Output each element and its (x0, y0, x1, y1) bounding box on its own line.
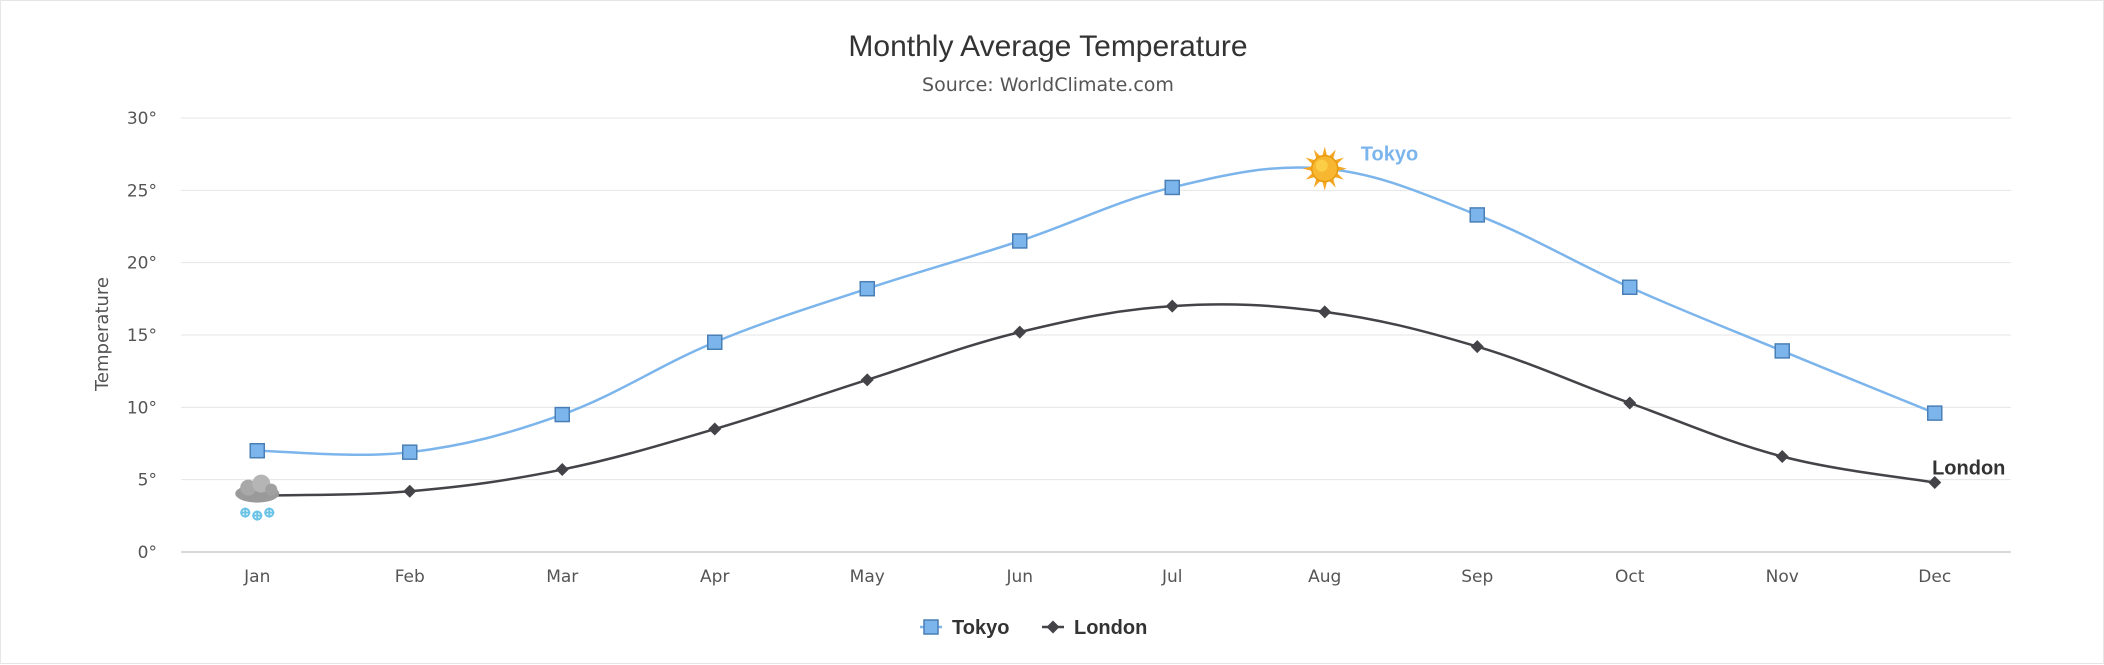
x-tick-label: Jul (1161, 567, 1183, 587)
series-london: London (235, 299, 2005, 521)
data-point-london[interactable] (403, 484, 417, 498)
x-tick-label: Nov (1766, 567, 1799, 587)
data-point-tokyo[interactable] (1012, 233, 1028, 249)
legend[interactable]: Tokyo London (920, 617, 1147, 639)
data-point-tokyo[interactable] (249, 442, 265, 459)
legend-marker-tokyo (923, 619, 939, 635)
data-point-london[interactable] (1775, 450, 1789, 464)
data-point-tokyo[interactable] (1927, 405, 1943, 421)
x-tick-label: Oct (1615, 567, 1645, 587)
x-tick-label: Apr (700, 567, 729, 587)
y-tick-label: 30° (127, 109, 157, 129)
ticks-layer: 0° 5° 10° 15° 20° 25° 30° Jan Feb Mar Apr May Jun Jul… (127, 109, 1951, 587)
data-point-tokyo[interactable] (1469, 207, 1485, 223)
series-tokyo: Tokyo (249, 144, 1943, 460)
series-line-tokyo (257, 166, 1936, 457)
data-point-london[interactable] (555, 463, 569, 477)
data-point-london[interactable] (1013, 325, 1027, 339)
data-point-tokyo[interactable] (554, 406, 570, 423)
series-label-tokyo: Tokyo (1361, 144, 1418, 166)
data-point-tokyo[interactable] (707, 334, 723, 350)
legend-item-london[interactable]: London (1042, 617, 1147, 639)
legend-label-tokyo: Tokyo (952, 617, 1009, 639)
data-point-tokyo[interactable] (1774, 343, 1790, 359)
x-tick-label: Mar (546, 567, 578, 587)
legend-item-tokyo[interactable]: Tokyo (920, 617, 1009, 639)
series-label-london: London (1932, 458, 2005, 480)
data-point-tokyo[interactable] (402, 444, 418, 460)
data-point-london[interactable] (1470, 340, 1484, 354)
x-tick-label: Aug (1308, 567, 1341, 587)
data-point-london[interactable] (708, 422, 722, 436)
data-point-tokyo[interactable] (1622, 279, 1638, 296)
legend-marker-london (1046, 620, 1060, 634)
data-point-london[interactable] (1928, 476, 1942, 490)
series-line-london (257, 303, 1935, 497)
y-tick-label: 25° (127, 181, 157, 201)
data-point-london[interactable] (860, 373, 874, 387)
snow-cloud-icon (235, 474, 280, 521)
y-tick-label: 5° (138, 471, 157, 491)
y-tick-label: 10° (127, 398, 157, 418)
grid-layer (181, 117, 2011, 553)
y-tick-label: 20° (127, 254, 157, 274)
x-tick-label: Jan (243, 567, 270, 587)
data-point-london[interactable] (1165, 299, 1179, 313)
data-point-tokyo[interactable] (859, 280, 875, 297)
y-axis-label: Temperature (92, 277, 113, 392)
sun-icon (1302, 146, 1347, 191)
x-tick-label: Feb (395, 567, 425, 587)
data-point-london[interactable] (1318, 305, 1332, 319)
x-tick-label: Sep (1461, 567, 1493, 587)
data-point-tokyo[interactable] (1164, 179, 1180, 196)
series-layer: Tokyo London (235, 144, 2005, 521)
x-tick-label: May (850, 567, 885, 587)
y-tick-label: 0° (138, 543, 157, 563)
x-tick-label: Dec (1918, 567, 1951, 587)
y-tick-label: 15° (127, 326, 157, 346)
legend-label-london: London (1074, 617, 1147, 639)
data-point-london[interactable] (1623, 396, 1637, 410)
chart-subtitle: Source: WorldClimate.com (922, 74, 1174, 96)
x-tick-label: Jun (1005, 567, 1033, 587)
chart-title: Monthly Average Temperature (848, 30, 1247, 63)
